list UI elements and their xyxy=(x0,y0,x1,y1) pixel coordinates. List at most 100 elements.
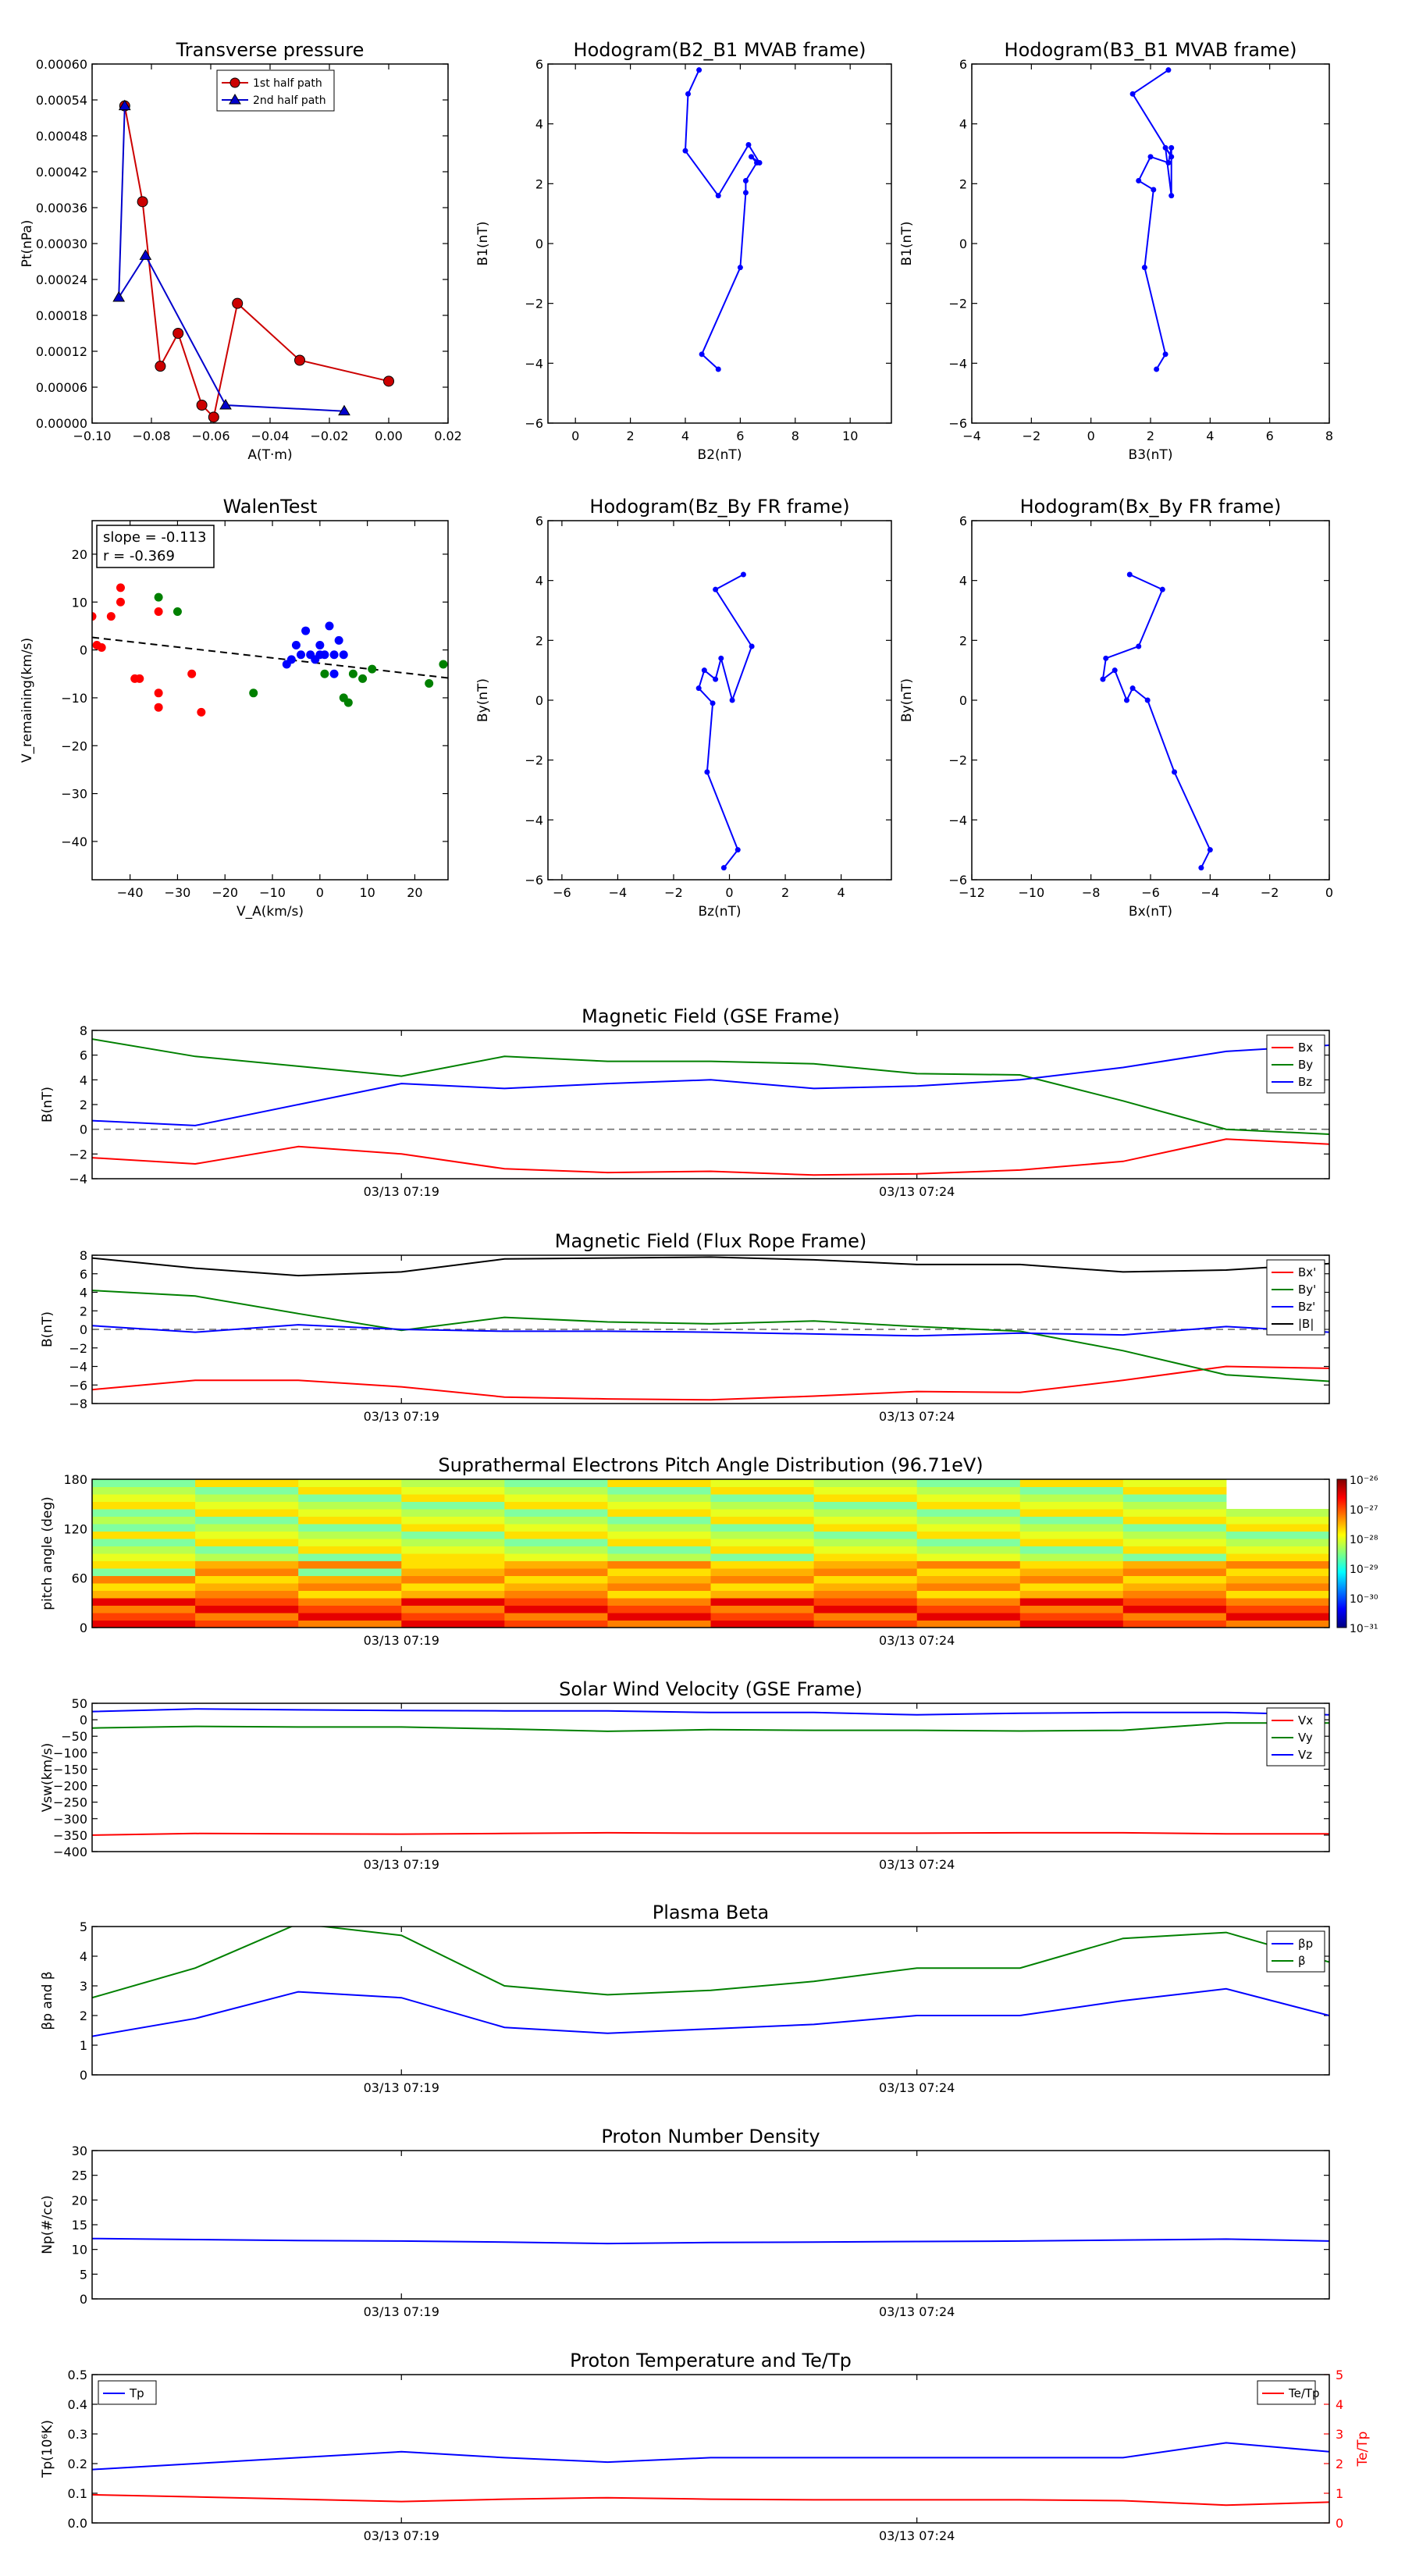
heatmap-cell xyxy=(813,1583,918,1591)
heatmap-cell xyxy=(710,1583,815,1591)
panel-h2: Hodogram(B3_B1 MVAB frame)−4 −2 0 2 4 6 8−6−4−… xyxy=(899,39,1333,463)
heatmap-cell xyxy=(1019,1486,1124,1495)
heatmap-cell xyxy=(607,1531,711,1539)
y-tick-label: 2 xyxy=(959,633,967,648)
heatmap-cell xyxy=(195,1620,299,1628)
heatmap-cell xyxy=(92,1583,196,1591)
x-tick-label: 6 xyxy=(1266,429,1274,443)
x-tick-label: 4 xyxy=(1206,429,1214,443)
y-tick-label: −4 xyxy=(525,356,543,371)
x-tick-label: −40 xyxy=(117,885,144,900)
heatmap-cell xyxy=(607,1479,711,1487)
heatmap-cell xyxy=(607,1598,711,1606)
hodogram-point xyxy=(742,190,749,196)
x-tick-label: 6 xyxy=(736,429,744,443)
data-point xyxy=(294,354,305,366)
x-tick-label: −8 xyxy=(1082,885,1101,900)
x-tick-label: 03/13 07:19 xyxy=(364,1409,439,1424)
hodogram-point xyxy=(1168,154,1175,160)
heatmap-cell xyxy=(916,1575,1021,1584)
heatmap-cell xyxy=(401,1560,505,1569)
y-tick-label: −40 xyxy=(61,834,87,849)
heatmap-cell xyxy=(1019,1620,1124,1628)
heatmap-cell xyxy=(195,1590,299,1599)
hodogram-line xyxy=(1101,574,1211,869)
heatmap-cell xyxy=(1122,1568,1227,1576)
x-tick-label: 2 xyxy=(1147,429,1154,443)
y-tick-label: 0 xyxy=(80,2068,87,2083)
heatmap-cell xyxy=(1019,1553,1124,1561)
heatmap-cell xyxy=(607,1613,711,1621)
heatmap-cell xyxy=(1019,1598,1124,1606)
heatmap-cell xyxy=(195,1583,299,1591)
heatmap-cell xyxy=(1019,1613,1124,1621)
x-tick-label: 03/13 07:24 xyxy=(879,2304,955,2319)
legend-marker xyxy=(229,94,241,105)
legend-label: Bz xyxy=(1298,1075,1312,1089)
hodogram-point xyxy=(729,697,735,703)
heatmap-cell xyxy=(813,1479,918,1487)
x-tick-label: −30 xyxy=(165,885,191,900)
heatmap-cell xyxy=(298,1479,402,1487)
colorbar: 10⁻²⁶ 10⁻²⁷ 10⁻²⁸ 10⁻²⁹ 10⁻³⁰ 10⁻³¹ xyxy=(1336,1475,1378,1635)
legend: Vx Vy Vz xyxy=(1266,1707,1325,1767)
y-tick-label: 0.00018 xyxy=(36,308,87,323)
panel-bfr: Magnetic Field (Flux Rope Frame) 03/13 07… xyxy=(40,1230,1330,1424)
scatter-point-blue xyxy=(339,650,348,660)
heatmap-cell xyxy=(607,1560,711,1569)
heatmap-cell xyxy=(195,1486,299,1495)
panel-beta: Plasma Beta 03/13 07:19 03/13 07:24 0 1 2 3 4 5 β… xyxy=(40,1902,1330,2095)
heatmap-cell xyxy=(92,1613,196,1621)
heatmap-cell xyxy=(195,1575,299,1584)
scatter-point-green xyxy=(425,679,434,688)
heatmap-cell xyxy=(710,1494,815,1502)
heatmap-cell xyxy=(1225,1539,1329,1546)
x-tick-label: 10 xyxy=(359,885,375,900)
plot-area xyxy=(92,1038,1329,1176)
heatmap-cell xyxy=(298,1553,402,1561)
y-tick-label: −4 xyxy=(948,356,967,371)
y-axis-label: B(nT) xyxy=(40,1087,55,1123)
heatmap-cell xyxy=(1225,1575,1329,1584)
y-tick-label: −4 xyxy=(69,1172,87,1187)
y-axis-label: By(nT) xyxy=(899,678,915,722)
heatmap-cell xyxy=(710,1479,815,1487)
plot-area xyxy=(92,1708,1329,1836)
y-axis-label: B1(nT) xyxy=(899,222,915,266)
scatter-point-green xyxy=(348,669,357,678)
y-axis-label: βp and β xyxy=(40,1971,55,2030)
heatmap-cell xyxy=(916,1598,1021,1606)
heatmap-cell xyxy=(916,1590,1021,1599)
heatmap-cell xyxy=(813,1620,918,1628)
chart-title: WalenTest xyxy=(223,496,318,518)
heatmap-cell xyxy=(813,1509,918,1517)
x-tick-label: 03/13 07:24 xyxy=(879,2528,955,2543)
heatmap-cell xyxy=(1122,1531,1227,1539)
y-tick-label: −100 xyxy=(53,1745,87,1760)
heatmap-cell xyxy=(504,1479,608,1487)
heatmap-cell xyxy=(1122,1494,1227,1502)
heatmap-cell xyxy=(504,1546,608,1554)
heatmap-cell xyxy=(195,1479,299,1487)
legend-label: Te/Tp xyxy=(1288,2386,1320,2400)
y-tick-label: 120 xyxy=(63,1521,87,1536)
heatmap-cell xyxy=(298,1486,402,1495)
hodogram-point xyxy=(682,148,688,154)
x-tick-label: −4 xyxy=(962,429,981,443)
legend: Te/Tp xyxy=(1257,2380,1320,2405)
y-tick-label: 0 xyxy=(959,237,967,251)
chart-title: Magnetic Field (GSE Frame) xyxy=(582,1005,840,1027)
series-line xyxy=(92,1987,1329,2037)
heatmap-cell xyxy=(1122,1539,1227,1546)
plot-area xyxy=(1100,571,1213,871)
series-line xyxy=(92,1365,1329,1401)
heatmap-cell xyxy=(504,1575,608,1584)
scatter-point-red xyxy=(154,607,163,617)
panel-bgse: Magnetic Field (GSE Frame) 03/13 07:19 03/… xyxy=(40,1005,1330,1199)
y-tick-label: 6 xyxy=(535,57,543,72)
heatmap-cell xyxy=(195,1605,299,1614)
y-axis-label: Pt(nPa) xyxy=(20,220,35,268)
plot-frame xyxy=(91,1030,1330,1179)
x-tick-label: 03/13 07:19 xyxy=(364,1633,439,1648)
